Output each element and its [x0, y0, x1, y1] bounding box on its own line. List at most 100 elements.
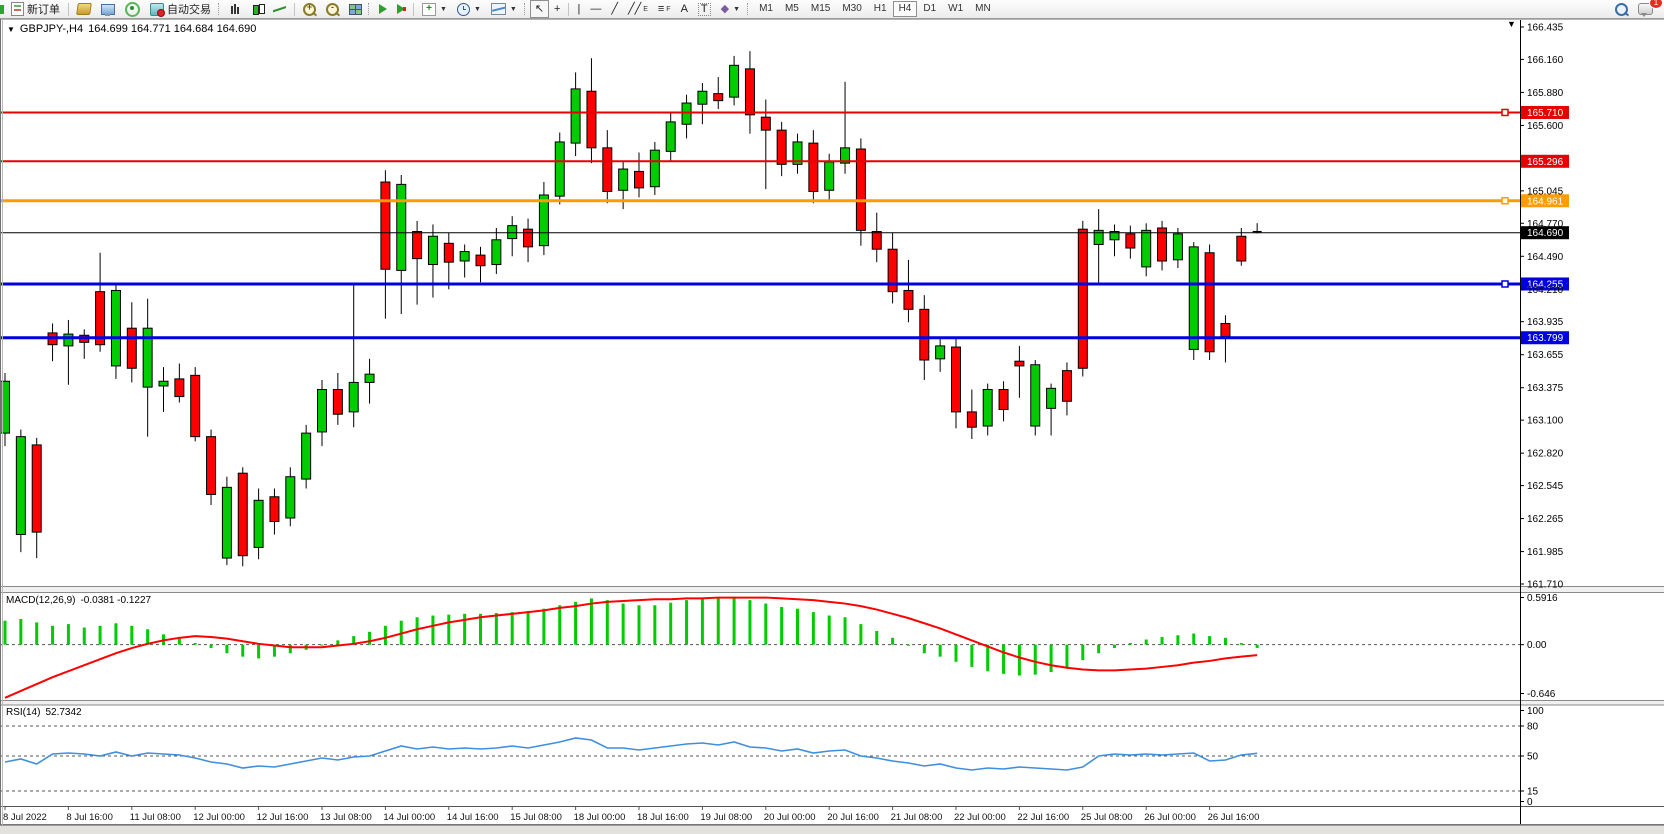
candle-body — [126, 327, 137, 369]
candle-body — [158, 380, 169, 387]
signals-button[interactable] — [120, 0, 145, 18]
new-order-icon — [11, 2, 24, 16]
level-handle-164.255[interactable] — [1501, 280, 1509, 288]
macd-bar — [811, 612, 815, 645]
candle-body — [15, 436, 26, 535]
level-handle-165.710[interactable] — [1501, 108, 1509, 117]
price-axis[interactable]: 166.435 166.160 165.880 165.600 165.045 164.7… — [1520, 23, 1564, 591]
candle — [776, 121, 787, 177]
auto-scroll-button[interactable] — [374, 0, 392, 18]
arrows-tool-button[interactable]: ◆ ▼ — [716, 0, 745, 18]
price-tick-label: 164.210 — [1527, 285, 1564, 296]
fibonacci-tool-button[interactable]: ≡ F — [653, 0, 676, 18]
timeframe-M1[interactable]: M1 — [759, 3, 773, 14]
candle-body — [697, 90, 708, 105]
candle-body — [1141, 229, 1152, 268]
channel-tool-button[interactable]: ╱╱ E — [623, 0, 653, 18]
candle — [47, 323, 58, 362]
periods-button[interactable]: ▼ — [452, 0, 486, 18]
notifications-button[interactable]: 1 — [1633, 0, 1663, 18]
timeframe-M30[interactable]: M30 — [842, 3, 862, 14]
candle — [729, 55, 740, 106]
macd-bar — [685, 600, 689, 645]
date-label: 12 Jul 16:00 — [257, 812, 309, 823]
candle — [855, 138, 866, 246]
date-label: 12 Jul 00:00 — [193, 812, 245, 823]
toolbar-drag-handle[interactable] — [523, 3, 528, 15]
timeframe-D1[interactable]: D1 — [923, 3, 937, 14]
cursor-tool-button[interactable]: ↖ — [529, 0, 550, 18]
chart-shift-marker[interactable]: ▼ — [1507, 19, 1516, 29]
window-bottom-edge[interactable] — [0, 825, 1664, 834]
candle — [1172, 227, 1183, 269]
new-order-button[interactable]: 新订单 — [6, 0, 65, 18]
ohlc-values: 164.699 164.771 164.684 164.690 — [88, 23, 257, 35]
tile-windows-button[interactable] — [344, 0, 366, 18]
template-icon — [490, 3, 506, 15]
metaeditor-button[interactable] — [96, 0, 120, 18]
vertical-line-tool-button[interactable]: | — [572, 0, 585, 18]
crosshair-tool-button[interactable]: + — [549, 0, 565, 18]
macd-bar — [241, 644, 245, 657]
candle-body — [1157, 227, 1168, 262]
templates-button[interactable]: ▼ — [486, 0, 522, 18]
candle — [142, 298, 153, 437]
text-tool-button[interactable]: A — [676, 0, 693, 18]
candle — [507, 216, 518, 257]
autotrading-button[interactable]: 自动交易 — [145, 0, 216, 18]
panel-splitter[interactable] — [0, 700, 1664, 706]
profiles-button[interactable] — [72, 0, 96, 18]
macd-bar — [1017, 644, 1021, 676]
toolbar-drag-handle[interactable] — [368, 3, 372, 15]
timeframe-MN[interactable]: MN — [975, 3, 991, 14]
toolbar-edge-icon — [0, 4, 4, 14]
macd-bar — [415, 617, 419, 645]
toolbar-drag-handle[interactable] — [218, 3, 222, 15]
zoom-out-button[interactable]: - — [321, 0, 344, 18]
profiles-icon — [76, 3, 92, 15]
search-button[interactable] — [1610, 0, 1633, 18]
chart-shift-button[interactable] — [392, 0, 410, 18]
candles-group[interactable] — [0, 51, 1262, 567]
zoom-in-button[interactable]: + — [298, 0, 321, 18]
macd-bar — [225, 644, 229, 654]
price-badge-165.296 — [1521, 154, 1569, 168]
candlestick-chart-button[interactable] — [246, 0, 268, 18]
panel-splitter[interactable] — [0, 586, 1664, 593]
macd-bar — [336, 640, 340, 645]
candle — [903, 259, 914, 323]
candle — [665, 112, 676, 162]
macd-bar — [843, 617, 847, 645]
timeframe-W1[interactable]: W1 — [948, 3, 964, 14]
candle-body — [840, 147, 851, 164]
timeframe-M5[interactable]: M5 — [784, 3, 799, 14]
price-tick-label: 163.935 — [1527, 317, 1564, 328]
chart-title: ▼ GBPJPY-,H4 164.699 164.771 164.684 164… — [7, 23, 256, 35]
macd-bar — [748, 600, 752, 645]
trendline-tool-button[interactable]: ╱ — [606, 0, 623, 18]
toolbar-drag-handle[interactable] — [747, 3, 751, 15]
macd-bar — [954, 644, 958, 662]
macd-bar — [1002, 644, 1006, 674]
candle — [602, 130, 613, 204]
timeframe-H1[interactable]: H1 — [873, 3, 887, 14]
candle — [1141, 223, 1152, 277]
candle — [317, 380, 327, 447]
candle-body — [443, 242, 454, 263]
line-chart-button[interactable] — [268, 0, 291, 18]
horizontal-line-tool-button[interactable]: — — [585, 0, 606, 18]
candle — [301, 424, 312, 489]
bar-chart-button[interactable] — [224, 0, 246, 18]
symbol-dropdown-icon[interactable]: ▼ — [7, 24, 15, 34]
timeframe-H4[interactable]: H4 — [892, 1, 918, 17]
level-handle-164.961[interactable] — [1501, 197, 1509, 205]
candle-body — [1220, 322, 1231, 337]
candle-body — [63, 333, 74, 347]
timeframe-M15[interactable]: M15 — [810, 3, 831, 14]
autotrading-icon — [150, 2, 165, 17]
label-tool-button[interactable]: T — [693, 0, 716, 18]
date-axis[interactable]: 8 Jul 2022 8 Jul 16:00 11 Jul 08:00 12 Jul … — [3, 807, 1259, 823]
candle — [332, 372, 343, 425]
indicators-button[interactable]: + ▼ — [417, 0, 452, 18]
